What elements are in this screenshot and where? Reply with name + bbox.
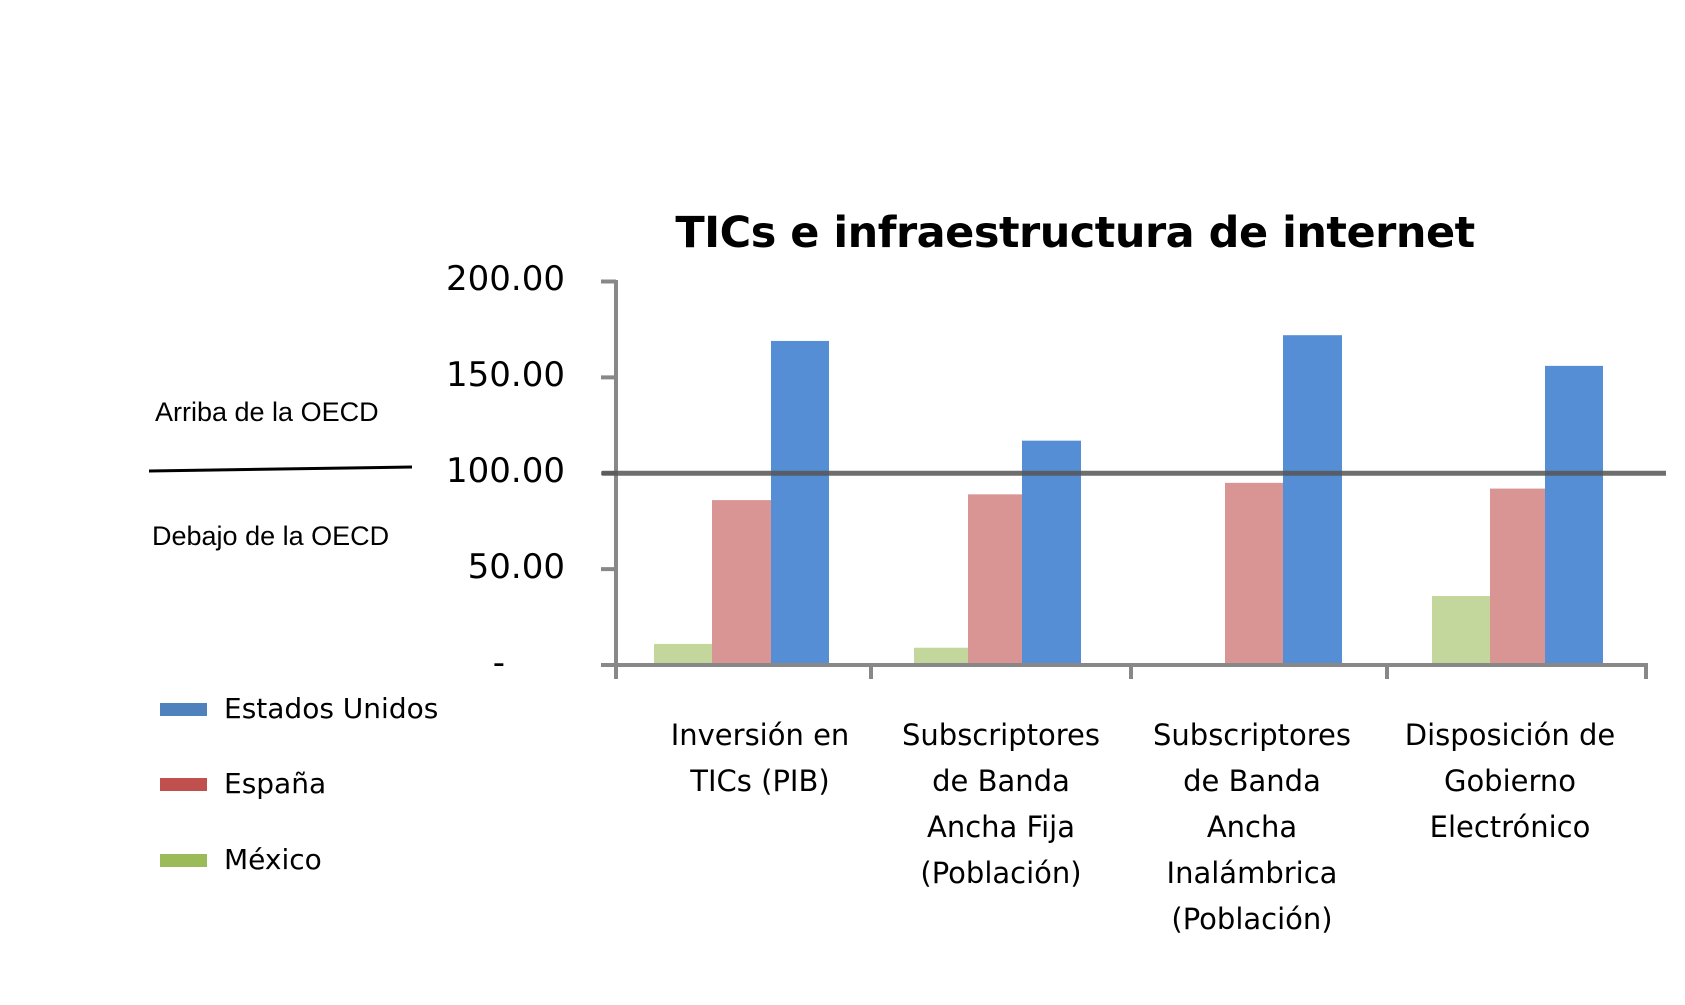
xlabel-banda-ancha-fija: Subscriptores de Banda Ancha Fija (Pobla… [881, 712, 1121, 896]
oecd-separator-line [148, 465, 413, 473]
xlabel-line: (Población) [920, 856, 1082, 890]
chart-title: TICs e infraestructura de internet [675, 208, 1475, 258]
bar-españa [712, 500, 771, 665]
xlabel-line: de Banda [932, 764, 1070, 798]
ytick-0: - [492, 643, 505, 683]
xlabel-inversion-tics: Inversión en TICs (PIB) [640, 712, 880, 804]
legend-swatch-es [160, 778, 207, 791]
x-axis-ticks [614, 665, 1648, 679]
legend-swatch-us [160, 703, 207, 716]
bar-estados-unidos [1545, 365, 1603, 665]
below-oecd-label: Debajo de la OECD [152, 521, 390, 551]
bar-estados-unidos [771, 340, 829, 665]
xlabel-line: Inalámbrica [1166, 856, 1338, 890]
legend-label-mx: México [224, 843, 322, 876]
xlabel-line: Ancha Fija [927, 810, 1075, 844]
ytick-50: 50.00 [467, 547, 565, 587]
bar-méxico [1432, 595, 1490, 665]
legend-swatch-mx [160, 854, 207, 867]
bar-españa [968, 494, 1022, 665]
xlabel-line: Disposición de [1404, 718, 1616, 752]
legend-label-us: Estados Unidos [224, 692, 439, 725]
bars-group [654, 335, 1603, 665]
xlabel-line: Gobierno [1443, 764, 1577, 798]
bar-méxico [914, 647, 968, 665]
ytick-150: 150.00 [446, 355, 565, 395]
xlabel-line: de Banda [1183, 764, 1321, 798]
bar-estados-unidos [1283, 335, 1342, 665]
xlabel-line: Subscriptores [1153, 718, 1351, 752]
legend-label-es: España [224, 767, 327, 800]
above-oecd-label: Arriba de la OECD [155, 397, 379, 427]
xlabel-banda-ancha-inalambrica: Subscriptores de Banda Ancha Inalámbrica… [1132, 712, 1372, 942]
xlabel-line: Inversión en [670, 718, 850, 752]
xlabel-gobierno-electronico: Disposición de Gobierno Electrónico [1385, 712, 1635, 850]
ytick-100: 100.00 [446, 451, 565, 491]
bar-estados-unidos [1022, 440, 1081, 665]
xlabel-line: (Población) [1171, 902, 1333, 936]
bar-españa [1225, 482, 1283, 665]
xlabel-line: Ancha [1206, 810, 1298, 844]
ytick-200: 200.00 [446, 259, 565, 299]
xlabel-line: Subscriptores [902, 718, 1100, 752]
xlabel-line: Electrónico [1429, 810, 1591, 844]
bar-españa [1490, 488, 1545, 665]
xlabel-line: TICs (PIB) [690, 764, 830, 798]
bar-méxico [654, 643, 712, 665]
